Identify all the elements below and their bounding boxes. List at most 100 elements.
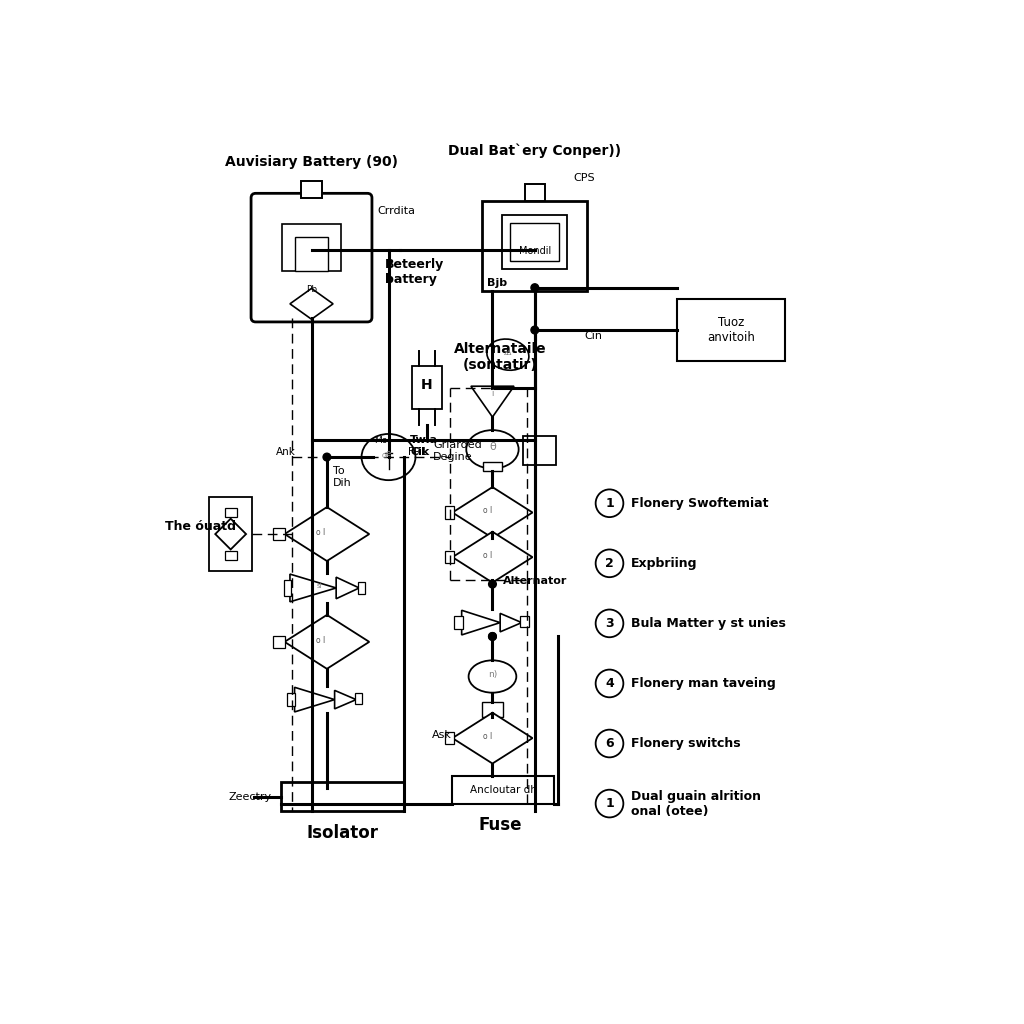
Bar <box>287 693 295 706</box>
Text: θ: θ <box>489 442 496 452</box>
Circle shape <box>596 550 624 578</box>
Text: Beteerly
battery: Beteerly battery <box>385 258 444 287</box>
Text: Expbriing: Expbriing <box>631 557 697 569</box>
Text: The óuatd: The óuatd <box>165 520 237 532</box>
Bar <box>224 551 237 560</box>
Bar <box>482 202 587 291</box>
Text: 4: 4 <box>605 677 613 690</box>
Bar <box>273 636 285 648</box>
Bar <box>444 551 454 563</box>
Bar <box>224 508 237 517</box>
Text: 6: 6 <box>605 737 613 750</box>
Text: Alternator: Alternator <box>503 577 567 586</box>
Polygon shape <box>290 574 336 602</box>
Bar <box>273 528 285 541</box>
Bar <box>283 224 341 271</box>
Circle shape <box>596 670 624 697</box>
Text: o l: o l <box>483 551 493 560</box>
Bar <box>284 581 292 596</box>
Text: Auvisiary Battery (90): Auvisiary Battery (90) <box>225 155 398 169</box>
Text: o l: o l <box>316 636 326 645</box>
Text: Ancloutar dh: Ancloutar dh <box>470 784 537 795</box>
Text: o l: o l <box>483 507 493 515</box>
Bar <box>301 181 323 199</box>
Bar <box>444 506 454 519</box>
Text: 3: 3 <box>605 616 613 630</box>
Text: 1: 1 <box>605 797 613 810</box>
Circle shape <box>596 730 624 758</box>
Text: Flonery man taveing: Flonery man taveing <box>631 677 776 690</box>
Bar <box>523 435 556 465</box>
Circle shape <box>596 790 624 817</box>
Ellipse shape <box>469 660 516 692</box>
Circle shape <box>531 284 539 292</box>
Text: Twla
Cik: Twla Cik <box>410 435 438 457</box>
Ellipse shape <box>466 430 518 469</box>
Polygon shape <box>462 610 500 635</box>
Polygon shape <box>295 687 335 712</box>
Circle shape <box>323 454 331 461</box>
Bar <box>281 782 403 811</box>
Circle shape <box>596 609 624 637</box>
Bar <box>481 701 503 718</box>
Text: Alternataile
(sontatir): Alternataile (sontatir) <box>454 342 547 372</box>
Text: Dual Bat`ery Conper)): Dual Bat`ery Conper)) <box>449 143 622 158</box>
Text: Mondil: Mondil <box>519 246 551 256</box>
Bar <box>503 215 567 269</box>
Bar <box>412 367 442 410</box>
Text: CPS: CPS <box>573 173 595 183</box>
Bar <box>524 184 545 202</box>
Polygon shape <box>335 690 356 709</box>
Text: Bula Matter y st unies: Bula Matter y st unies <box>631 616 786 630</box>
Circle shape <box>488 633 497 640</box>
Text: Crrdita: Crrdita <box>377 207 415 216</box>
Polygon shape <box>290 289 333 319</box>
Text: G: G <box>381 453 387 459</box>
Ellipse shape <box>486 339 528 371</box>
Text: zΔ: zΔ <box>504 350 512 356</box>
Polygon shape <box>215 519 246 550</box>
Bar <box>453 776 554 804</box>
Bar <box>677 299 785 360</box>
Bar <box>510 223 559 261</box>
Text: FRL: FRL <box>408 447 427 458</box>
Text: Fuse: Fuse <box>478 816 522 835</box>
Text: Ank: Ank <box>276 447 296 458</box>
Polygon shape <box>453 713 532 764</box>
Circle shape <box>488 581 497 588</box>
Text: To
Dih: To Dih <box>333 466 352 487</box>
Polygon shape <box>453 531 532 583</box>
Polygon shape <box>500 613 521 632</box>
Bar <box>354 693 362 705</box>
Bar <box>483 462 502 471</box>
Circle shape <box>531 327 539 334</box>
Polygon shape <box>336 578 359 599</box>
Bar <box>357 582 366 594</box>
Text: Zeectry: Zeectry <box>228 792 271 802</box>
Polygon shape <box>453 487 532 538</box>
Ellipse shape <box>361 434 416 480</box>
Text: o l: o l <box>483 732 493 741</box>
Bar <box>454 616 463 629</box>
Text: Griarded
Degine: Griarded Degine <box>433 440 482 462</box>
Text: Bjb: Bjb <box>487 279 507 288</box>
Text: Pb: Pb <box>306 286 317 295</box>
Text: Ask: Ask <box>432 730 453 740</box>
Bar <box>520 616 529 628</box>
FancyBboxPatch shape <box>251 194 372 322</box>
Circle shape <box>373 441 403 472</box>
Text: Mc: Mc <box>375 435 387 444</box>
Text: Cin: Cin <box>585 331 603 341</box>
Circle shape <box>596 489 624 517</box>
Bar <box>295 237 329 271</box>
Text: H: H <box>421 379 433 392</box>
Text: Flonery switchs: Flonery switchs <box>631 737 740 750</box>
Text: i: i <box>492 389 494 398</box>
Polygon shape <box>471 386 514 417</box>
Bar <box>444 732 454 744</box>
Text: e: e <box>386 449 391 458</box>
Text: Flonery Swoftemiat: Flonery Swoftemiat <box>631 497 769 510</box>
Text: Isolator: Isolator <box>306 824 378 842</box>
Polygon shape <box>285 614 370 669</box>
Text: Dual guain alrition
onal (otee): Dual guain alrition onal (otee) <box>631 790 761 817</box>
